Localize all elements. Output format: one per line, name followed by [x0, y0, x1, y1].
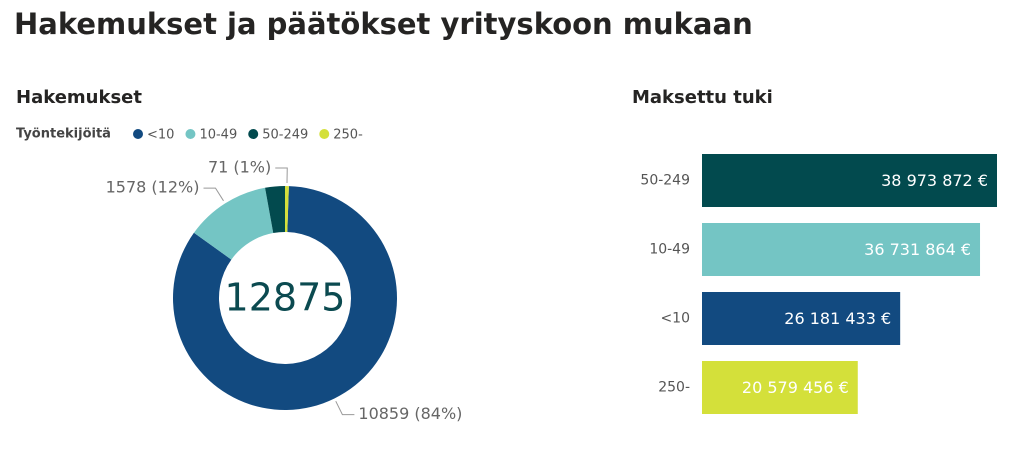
donut-slice	[173, 186, 398, 410]
legend-label: <10	[147, 128, 174, 143]
legend-marker	[319, 129, 330, 139]
legend-marker	[185, 129, 196, 139]
data-label: 38 973 872 €	[881, 171, 988, 190]
donut-slice	[193, 187, 274, 260]
legend-marker	[133, 129, 143, 139]
legend-label: 250-	[333, 128, 363, 143]
leader-line	[203, 187, 224, 202]
y-tick-label: <10	[660, 311, 690, 327]
bar	[702, 223, 981, 276]
data-label: 10859 (84%)	[358, 404, 462, 423]
data-label: 20 579 456 €	[742, 378, 849, 397]
donut-slice	[285, 186, 289, 233]
data-label: 1578 (12%)	[106, 178, 200, 197]
legend-label: 50-249	[262, 128, 308, 143]
legend-label: 10-49	[199, 128, 237, 143]
bar	[702, 361, 858, 414]
legend-title: Työntekijöitä	[16, 127, 111, 142]
chart-title: Hakemukset	[16, 87, 142, 108]
y-tick-label: 250-	[658, 380, 690, 396]
leader-line	[275, 167, 288, 184]
bar	[702, 154, 997, 207]
data-label: 36 731 864 €	[864, 240, 971, 259]
leader-line	[335, 400, 355, 416]
bar	[702, 292, 901, 345]
data-label: 71 (1%)	[208, 158, 271, 177]
y-tick-label: 50-249	[640, 173, 690, 189]
donut-total: 12875	[225, 276, 346, 320]
data-label: 26 181 433 €	[784, 309, 891, 328]
donut-slice	[265, 186, 285, 234]
page-title: Hakemukset ja päätökset yrityskoon mukaa…	[14, 7, 753, 41]
chart-title: Maksettu tuki	[632, 87, 773, 108]
legend-marker	[248, 129, 259, 139]
y-tick-label: 10-49	[649, 242, 690, 258]
